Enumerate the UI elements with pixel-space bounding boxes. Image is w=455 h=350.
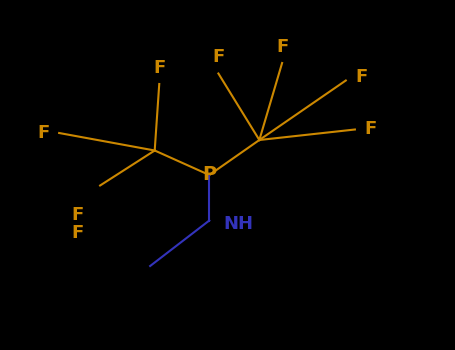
- Text: F: F: [153, 59, 165, 77]
- Text: F: F: [71, 224, 83, 242]
- Text: F: F: [355, 68, 367, 86]
- Text: F: F: [38, 124, 50, 142]
- Text: F: F: [71, 206, 83, 224]
- Text: P: P: [202, 166, 217, 184]
- Text: NH: NH: [223, 215, 253, 233]
- Text: F: F: [364, 120, 376, 139]
- Text: F: F: [276, 38, 288, 56]
- Text: F: F: [212, 49, 224, 66]
